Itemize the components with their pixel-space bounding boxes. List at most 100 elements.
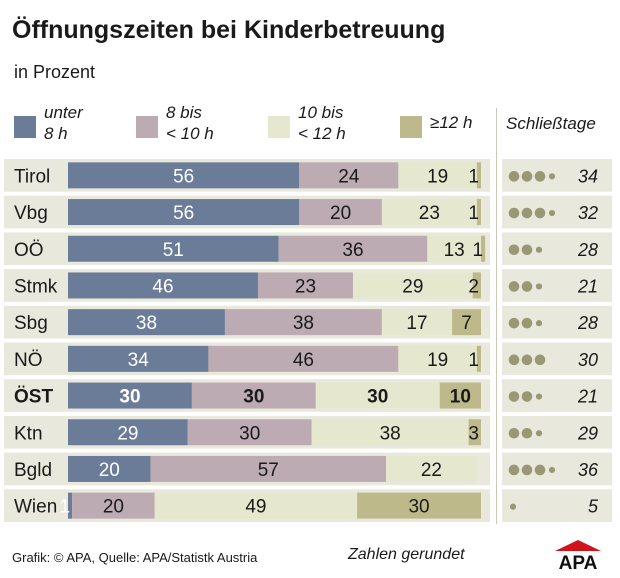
- data-label: 38: [136, 313, 157, 334]
- closing-dot-small: [535, 283, 543, 290]
- bar-segment: [191, 382, 316, 409]
- bar-segment: [68, 345, 209, 372]
- closing-dot: [521, 207, 533, 219]
- closing-days-value: 29: [577, 423, 598, 443]
- bar-segment: [68, 455, 151, 482]
- source-note: Grafik: © APA, Quelle: APA/Statistk Aust…: [12, 550, 258, 565]
- bar-segment: [68, 235, 279, 262]
- closing-dot-small: [535, 320, 543, 327]
- category-label: Sbg: [14, 313, 48, 334]
- closing-days-value: 30: [578, 350, 598, 370]
- bar-segment: [398, 162, 477, 189]
- data-label: 56: [173, 203, 194, 224]
- data-label: 36: [342, 240, 363, 261]
- closing-dot: [534, 207, 546, 219]
- closing-days-header: Schließtage: [506, 114, 596, 133]
- closing-days-value: 34: [578, 166, 598, 186]
- closing-band: [502, 232, 612, 266]
- bar-segment: [381, 309, 453, 336]
- bar-segment: [357, 492, 481, 519]
- closing-dot: [521, 427, 533, 439]
- data-label: 51: [163, 240, 184, 261]
- bar-segment: [476, 199, 481, 226]
- data-label: 23: [419, 203, 440, 224]
- closing-dot-small: [548, 173, 556, 180]
- closing-days-value: 28: [577, 313, 598, 333]
- closing-days-value: 21: [577, 387, 598, 407]
- data-label: 20: [103, 497, 124, 518]
- closing-band: [502, 195, 612, 229]
- closing-band: [502, 269, 612, 302]
- bar-segment: [68, 309, 225, 336]
- closing-dot: [508, 391, 520, 402]
- bar-segment: [299, 199, 382, 226]
- data-label: 13: [444, 240, 465, 261]
- bar-segment: [278, 235, 428, 262]
- bar-segment: [476, 162, 481, 189]
- data-label: 56: [173, 166, 194, 187]
- data-label: 30: [239, 423, 260, 444]
- closing-dot: [534, 171, 546, 182]
- bar-segment: [481, 235, 486, 262]
- data-label: 3: [468, 423, 479, 444]
- legend-swatch: [14, 116, 36, 138]
- data-label: 46: [152, 276, 173, 297]
- bar-segment: [299, 162, 399, 189]
- closing-dot: [508, 464, 520, 476]
- closing-band: [502, 452, 612, 486]
- bar-segment: [381, 199, 477, 226]
- closing-days-value: 32: [578, 203, 598, 223]
- data-label: 57: [258, 460, 279, 481]
- bar-segment: [315, 382, 440, 409]
- data-label: 49: [245, 497, 266, 518]
- legend-item-12h-plus: ≥12 h: [400, 102, 472, 138]
- closing-dot: [521, 171, 533, 182]
- closing-dot-small: [548, 209, 556, 217]
- closing-dot: [534, 354, 546, 366]
- category-label: NÖ: [14, 350, 43, 371]
- closing-days-value: 36: [578, 460, 599, 480]
- bar-segment: [150, 455, 387, 482]
- legend-item-10-to-12h: 10 bis < 12 h: [268, 102, 346, 144]
- data-label: 7: [461, 313, 472, 334]
- data-label: 30: [367, 387, 388, 408]
- legend-label: ≥12 h: [430, 113, 473, 132]
- legend-label: 8 bis < 10 h: [166, 103, 214, 143]
- data-label: 30: [243, 387, 264, 408]
- bar-segment: [476, 345, 481, 372]
- bar-segment: [68, 199, 300, 226]
- closing-dot: [521, 354, 533, 366]
- closing-days-value: 28: [577, 240, 598, 260]
- legend-label: unter 8 h: [44, 103, 83, 143]
- closing-dot: [521, 244, 533, 256]
- category-label: Tirol: [14, 166, 50, 187]
- legend-swatch: [400, 116, 422, 138]
- bar-segment: [68, 162, 300, 189]
- bar-segment: [398, 345, 477, 372]
- bar-segment: [386, 455, 477, 482]
- category-label: Stmk: [14, 276, 58, 297]
- data-label: 17: [406, 313, 427, 334]
- data-label: 1: [468, 203, 479, 224]
- data-label: 1: [60, 497, 71, 518]
- data-label: 1: [468, 350, 479, 371]
- data-label: 1: [473, 240, 484, 261]
- bar-segment: [472, 272, 481, 299]
- closing-dot-small: [548, 466, 556, 474]
- closing-dot-small: [535, 246, 543, 253]
- legend-label: 10 bis < 12 h: [298, 103, 346, 143]
- closing-dot: [508, 281, 520, 292]
- bar-segment: [311, 419, 469, 446]
- closing-dot-small: [535, 430, 543, 437]
- bar-segment: [257, 272, 353, 299]
- legend-swatch: [136, 116, 158, 138]
- closing-dot: [534, 464, 546, 476]
- data-label: 30: [119, 387, 140, 408]
- closing-band: [502, 305, 612, 339]
- category-label: ÖST: [14, 387, 53, 408]
- bar-segment: [224, 309, 382, 336]
- category-label: Vbg: [14, 203, 48, 224]
- closing-days-value: 5: [588, 497, 599, 517]
- rounding-note: Zahlen gerundet: [348, 546, 465, 563]
- bar-segment: [352, 272, 473, 299]
